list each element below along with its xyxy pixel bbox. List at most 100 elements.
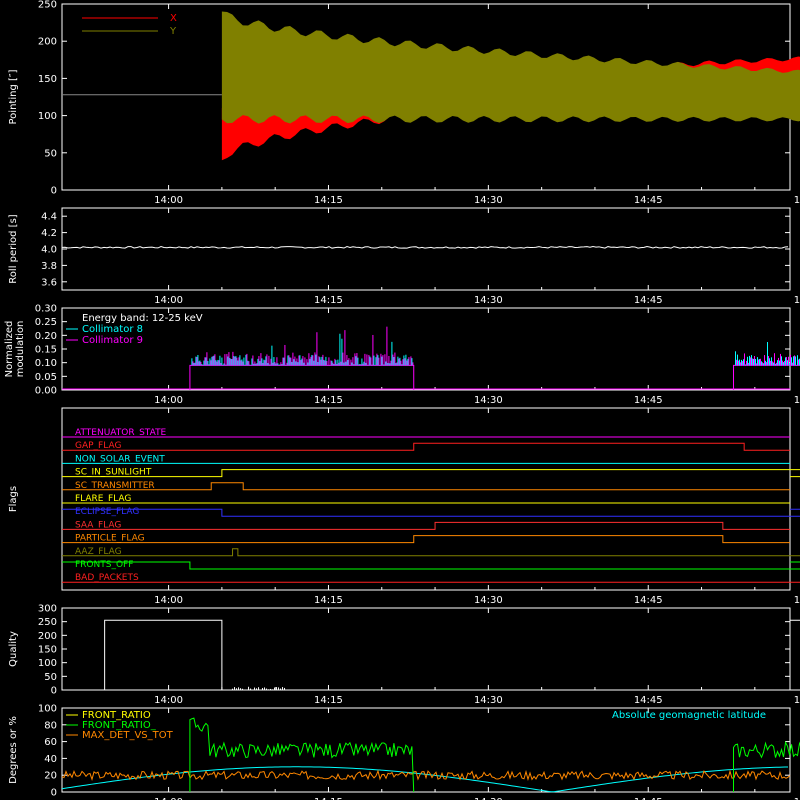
flag-label-flare-flag: FLARE_FLAG [75,494,131,504]
flags-xtick-label: 15:00 [794,595,800,606]
roll-ytick-label: 4.4 [41,212,57,223]
flag-label-sc-transmitter: SC_TRANSMITTER [75,481,155,491]
pointing-legend-label-x: X [170,13,177,24]
ratios-xtick-label: 14:45 [634,797,663,800]
mod-ytick-label: 0.15 [35,345,57,356]
ratios-ytick-label: 60 [44,737,57,748]
mod-xtick-label: 14:15 [314,395,343,406]
roll-ytick-label: 3.6 [41,277,57,288]
pointing-band-y [221,11,800,124]
flag-line-sc-transmitter [62,482,790,491]
roll-xtick-label: 15:00 [794,295,800,306]
flag-label-non-solar-event: NON_SOLAR_EVENT [75,454,165,464]
pointing-ytick-label: 200 [38,37,57,48]
pointing-xtick-label: 14:45 [634,195,663,206]
flag-label-particle-flag: PARTICLE_FLAG [75,534,145,544]
pointing-xtick-label: 15:00 [794,195,800,206]
flag-line-aaz-flag [62,548,800,557]
quality-xtick-label: 14:30 [474,695,503,706]
flag-line-gap-flag [62,442,790,451]
quality-ytick-label: 50 [44,672,57,683]
mod-ytick-label: 0.00 [35,386,57,397]
mod-ylabel: Normalized [4,321,15,378]
mod-legend-label: Collimator 8 [82,324,143,335]
pointing-xtick-label: 14:15 [314,195,343,206]
flags-xtick-label: 14:45 [634,595,663,606]
ratios-front-ratio-2-line-1 [733,740,800,792]
ratios-front-ratio-2-line-0 [189,717,415,793]
mod-envelope-1 [733,364,800,390]
pointing-legend-label-y: Y [169,26,177,37]
ratios-legend-geo-lat: Absolute geomagnetic latitude [612,710,766,721]
flag-label-sc-in-sunlight: SC_IN_SUNLIGHT [75,468,152,478]
ratios-xtick-label: 14:30 [474,797,503,800]
quality-ytick-label: 150 [38,645,57,656]
mod-ytick-label: 0.20 [35,331,57,342]
flag-line-bad-packets [62,581,800,583]
mod-ytick-label: 0.30 [35,304,57,315]
ratios-max-det-line [61,769,791,782]
roll-ytick-label: 3.8 [41,261,57,272]
mod-xtick-label: 15:00 [794,395,800,406]
mod-envelope-0 [189,364,415,390]
flag-label-fronts-off: FRONTS_OFF [75,560,133,570]
roll-ytick-label: 4.2 [41,228,57,239]
flag-label-attenuator-state: ATTENUATOR_STATE [75,428,167,438]
pointing-ytick-label: 0 [51,186,57,197]
ratios-legend-label: FRONT_RATIO_ [82,720,157,731]
pointing-ytick-label: 50 [44,148,57,159]
flag-line-fronts-off [62,561,800,570]
flags-xtick-label: 14:30 [474,595,503,606]
quality-xtick-label: 14:45 [634,695,663,706]
flag-line-sc-in-sunlight [62,469,800,478]
quality-xtick-label: 14:00 [154,695,183,706]
flag-label-bad-packets: BAD_PACKETS [75,573,139,583]
ratios-legend-label: FRONT_RATIO [82,710,151,721]
roll-xtick-label: 14:00 [154,295,183,306]
quality-ylabel: Quality [8,631,19,667]
flag-label-gap-flag: GAP_FLAG [75,441,121,451]
roll-ylabel: Roll period [s] [8,214,19,283]
flag-label-aaz-flag: AAZ_FLAG [75,547,122,557]
flags-xtick-label: 14:00 [154,595,183,606]
quality-line [62,619,800,691]
mod-ytick-label: 0.05 [35,372,57,383]
ratios-ytick-label: 80 [44,720,57,731]
mod-legend-label: Collimator 9 [82,335,143,346]
mod-xtick-label: 14:30 [474,395,503,406]
mod-ylabel: modulation [15,321,26,378]
ratios-xtick-label: 14:00 [154,797,183,800]
quality-ytick-label: 0 [51,686,57,697]
pointing-ylabel: Pointing [″] [8,69,19,124]
ratios-geo-lat-line [61,766,789,793]
flag-line-eclipse-flag [62,508,800,517]
flags-frame [61,407,791,591]
quality-ytick-label: 200 [38,631,57,642]
ratios-ytick-label: 40 [44,754,57,765]
quality-ytick-label: 100 [38,658,57,669]
pointing-ytick-label: 150 [38,74,57,85]
pointing-ytick-label: 250 [38,0,57,11]
flag-label-eclipse-flag: ECLIPSE_FLAG [75,507,139,517]
roll-ytick-label: 4.0 [41,245,57,256]
flags-xtick-label: 14:15 [314,595,343,606]
mod-xtick-label: 14:45 [634,395,663,406]
roll-frame [61,207,791,291]
quality-ytick-label: 250 [38,617,57,628]
pointing-ytick-label: 100 [38,111,57,122]
roll-xtick-label: 14:45 [634,295,663,306]
mod-ytick-label: 0.25 [35,317,57,328]
quality-xtick-label: 14:15 [314,695,343,706]
quality-xtick-label: 15:00 [794,695,800,706]
ratios-ylabel: Degrees or % [8,716,19,784]
quality-ytick-label: 300 [38,604,57,615]
ratios-ytick-label: 20 [44,771,57,782]
mod-ytick-label: 0.10 [35,358,57,369]
roll-xtick-label: 14:30 [474,295,503,306]
mod-xtick-label: 14:00 [154,395,183,406]
pointing-xtick-label: 14:30 [474,195,503,206]
ratios-xtick-label: 14:15 [314,797,343,800]
ratios-ytick-label: 0 [51,788,57,799]
flag-line-saa-flag [62,521,790,530]
mod-legend-label: Energy band: 12-25 keV [82,313,203,324]
